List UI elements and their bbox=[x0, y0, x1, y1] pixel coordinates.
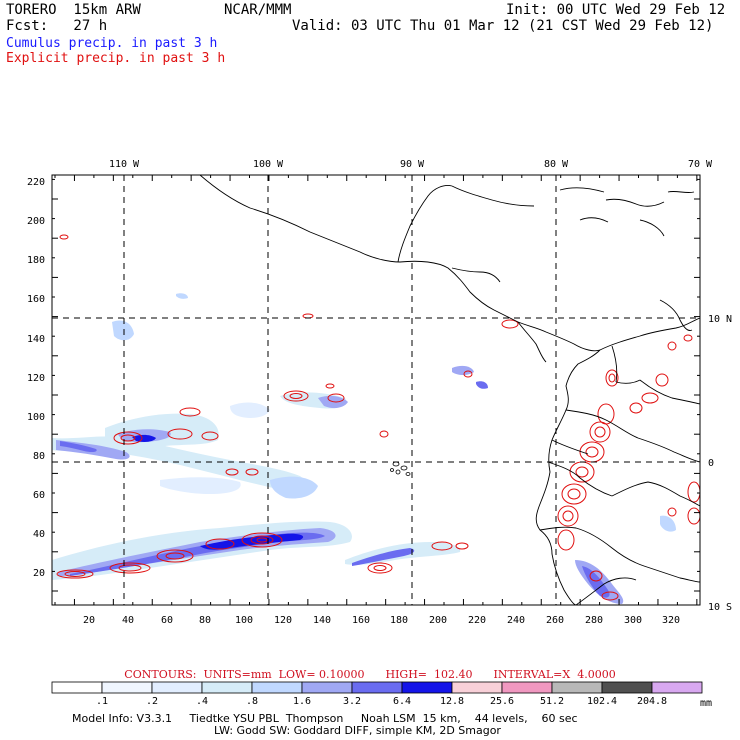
axis-ticks bbox=[52, 175, 700, 605]
colorbar-box bbox=[201, 681, 253, 694]
colorbar-box bbox=[51, 681, 103, 694]
model-title: TORERO 15km ARW bbox=[6, 2, 141, 18]
colorbar-box bbox=[501, 681, 553, 694]
y-tick-label: 220 bbox=[27, 177, 45, 188]
lat-label: 10 N bbox=[708, 314, 732, 325]
colorbar-box bbox=[451, 681, 503, 694]
lon-label: 90 W bbox=[400, 159, 425, 170]
colorbar-box bbox=[251, 681, 303, 694]
y-tick-label: 200 bbox=[27, 216, 45, 227]
colorbar-label: 51.2 bbox=[540, 696, 564, 707]
colorbar-label: 204.8 bbox=[637, 696, 667, 707]
x-tick-label: 160 bbox=[352, 615, 370, 626]
colorbar-label: 6.4 bbox=[393, 696, 411, 707]
lon-label: 110 W bbox=[109, 159, 140, 170]
init-time: Init: 00 UTC Wed 29 Feb 12 bbox=[506, 2, 726, 18]
x-tick-label: 260 bbox=[546, 615, 564, 626]
longitude-labels: 110 W 100 W 90 W 80 W 70 W bbox=[109, 159, 713, 170]
colorbar-label: 1.6 bbox=[293, 696, 311, 707]
colorbar-label: .8 bbox=[246, 696, 258, 707]
x-tick-label: 100 bbox=[235, 615, 253, 626]
x-tick-label: 140 bbox=[313, 615, 331, 626]
lat-label: 10 S bbox=[708, 602, 732, 613]
latitude-labels: 10 N 0 10 S bbox=[708, 314, 732, 613]
lon-label: 80 W bbox=[544, 159, 569, 170]
explicit-label: Explicit precip. in past 3 h bbox=[6, 51, 226, 66]
x-tick-label: 60 bbox=[161, 615, 173, 626]
colorbar-box bbox=[551, 681, 603, 694]
colorbar-boxes bbox=[51, 681, 703, 694]
x-tick-label: 220 bbox=[468, 615, 486, 626]
y-tick-label: 20 bbox=[33, 568, 45, 579]
colorbar-box bbox=[601, 681, 653, 694]
x-tick-label: 180 bbox=[390, 615, 408, 626]
x-tick-label: 280 bbox=[585, 615, 603, 626]
colorbar-box bbox=[301, 681, 353, 694]
colorbar-label: .2 bbox=[146, 696, 158, 707]
colorbar-label: 102.4 bbox=[587, 696, 617, 707]
cumulus-precip-shading bbox=[52, 293, 676, 604]
colorbar-label: 12.8 bbox=[440, 696, 464, 707]
x-tick-label: 20 bbox=[83, 615, 95, 626]
colorbar-label: 25.6 bbox=[490, 696, 514, 707]
galapagos-islands bbox=[390, 461, 411, 476]
y-tick-label: 60 bbox=[33, 490, 45, 501]
x-tick-label: 300 bbox=[624, 615, 642, 626]
y-tick-label: 180 bbox=[27, 255, 45, 266]
colorbar-box bbox=[101, 681, 153, 694]
x-tick-label: 240 bbox=[507, 615, 525, 626]
valid-time: Valid: 03 UTC Thu 01 Mar 12 (21 CST Wed … bbox=[292, 18, 714, 34]
forecast-hour: Fcst: 27 h bbox=[6, 18, 108, 34]
x-axis-labels: 20 40 60 80 100 120 140 160 180 200 220 … bbox=[83, 615, 680, 626]
y-tick-label: 40 bbox=[33, 529, 45, 540]
cumulus-label: Cumulus precip. in past 3 h bbox=[6, 36, 218, 51]
org-label: NCAR/MMM bbox=[224, 2, 292, 18]
lat-label: 0 bbox=[708, 458, 714, 469]
x-tick-label: 320 bbox=[662, 615, 680, 626]
contour-info: CONTOURS: UNITS=mm LOW= 0.10000 HIGH= 10… bbox=[124, 668, 616, 681]
x-tick-label: 40 bbox=[122, 615, 134, 626]
y-tick-label: 100 bbox=[27, 412, 45, 423]
map-frame bbox=[51, 174, 701, 606]
colorbar-label: .4 bbox=[196, 696, 208, 707]
latlon-grid bbox=[52, 175, 700, 605]
colorbar-label: 3.2 bbox=[343, 696, 361, 707]
model-info-line2: LW: Godd SW: Goddard DIFF, simple KM, 2D… bbox=[214, 724, 501, 737]
colorbar-box bbox=[351, 681, 403, 694]
colorbar-box bbox=[151, 681, 203, 694]
colorbar-unit: mm bbox=[700, 698, 712, 709]
lon-label: 70 W bbox=[688, 159, 713, 170]
x-tick-label: 120 bbox=[274, 615, 292, 626]
colorbar-label: .1 bbox=[96, 696, 108, 707]
explicit-precip-contours bbox=[56, 234, 700, 601]
y-axis-labels: 220 200 180 160 140 120 100 80 60 40 20 bbox=[27, 177, 45, 579]
map-content bbox=[52, 175, 700, 605]
y-tick-label: 160 bbox=[27, 294, 45, 305]
y-tick-label: 140 bbox=[27, 334, 45, 345]
colorbar-box bbox=[651, 681, 703, 694]
colorbar-labels: .1 .2 .4 .8 1.6 3.2 6.4 12.8 25.6 51.2 1… bbox=[96, 696, 667, 707]
colorbar: .1 .2 .4 .8 1.6 3.2 6.4 12.8 25.6 51.2 1… bbox=[51, 681, 712, 709]
x-tick-label: 80 bbox=[199, 615, 211, 626]
colorbar-box bbox=[401, 681, 453, 694]
y-tick-label: 120 bbox=[27, 373, 45, 384]
y-tick-label: 80 bbox=[33, 451, 45, 462]
model-info-line1: Model Info: V3.3.1 Tiedtke YSU PBL Thomp… bbox=[72, 712, 578, 725]
coastlines bbox=[199, 175, 700, 605]
x-tick-label: 200 bbox=[429, 615, 447, 626]
lon-label: 100 W bbox=[253, 159, 284, 170]
